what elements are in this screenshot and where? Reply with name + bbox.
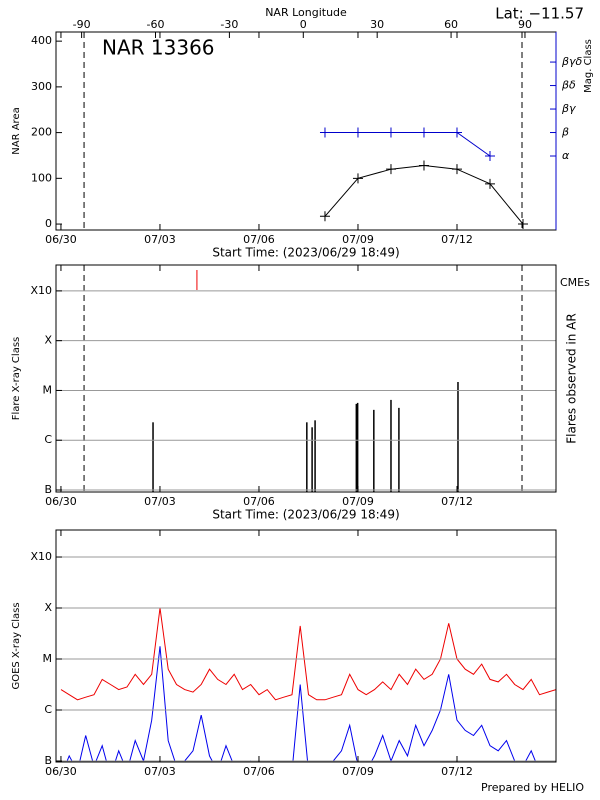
y2-tick-label: βγδ [561,55,583,68]
point-marker [352,173,363,184]
y-tick-label: X [44,334,52,347]
y-axis-label: Flare X-ray Class [11,337,22,421]
y2-tick-label: βγ [561,102,576,115]
x-tick-label: 06/30 [45,765,77,778]
x-tick-label: 07/09 [342,495,374,508]
x-tick-label: 07/03 [144,765,176,778]
point-marker [517,219,528,230]
point-marker [451,127,462,138]
x2-tick-label: -90 [73,18,91,31]
x2-tick-label: -60 [147,18,165,31]
y-axis-label: GOES X-ray Class [11,602,22,689]
x2-tick-label: 0 [300,18,307,31]
x2-tick-label: -30 [220,18,238,31]
y-tick-label: X [44,601,52,614]
y-tick-label: 0 [45,217,52,230]
y2-tick-label: β [561,126,569,139]
y2-tick-label: βδ [561,79,576,92]
series-line [325,132,491,157]
x-tick-label: 07/03 [144,495,176,508]
plot-frame [55,529,557,763]
x-tick-label: 07/12 [441,495,473,508]
y-tick-label: X10 [30,284,52,297]
series-line [66,646,556,762]
x-tick-label: 07/12 [441,765,473,778]
plot-area [83,32,528,230]
x2-tick-label: 90 [518,18,532,31]
point-marker [484,151,495,162]
x-tick-label: 06/30 [45,233,77,246]
plot-area [60,607,556,762]
x-axis-label: Start Time: (2023/06/29 18:49) [212,508,399,522]
plot-frame [55,31,557,231]
x2-tick-label: 60 [444,18,458,31]
y-tick-label: 200 [31,126,52,139]
x2-axis-label: NAR Longitude [265,6,347,19]
x2-tick-label: 30 [370,18,384,31]
y2-axis-label: Mag. Class [583,39,594,93]
point-marker [451,164,462,175]
plot-frame [55,264,557,493]
point-marker [418,127,429,138]
plot-area [83,265,523,492]
y-tick-label: M [43,652,53,665]
point-marker [319,211,330,222]
series-line [60,607,556,701]
point-marker [484,178,495,189]
y2-tick-label: α [562,149,570,162]
y-axis-label: NAR Area [11,107,22,154]
x-axis-label: Start Time: (2023/06/29 18:49) [212,246,399,260]
y-tick-label: 100 [31,171,52,184]
annotation: Lat: −11.57 [495,5,584,23]
y-tick-label: C [44,433,52,446]
x-tick-label: 07/09 [342,765,374,778]
x-tick-label: 07/03 [144,233,176,246]
x-tick-label: 07/12 [441,233,473,246]
y-tick-label: M [43,383,53,396]
chart-title: NAR 13366 [102,36,215,60]
y-tick-label: X10 [30,550,52,563]
x-tick-label: 07/09 [342,233,374,246]
y2-axis-label: Flares observed in AR [565,313,579,443]
x-tick-label: 07/06 [243,495,275,508]
x-tick-label: 06/30 [45,495,77,508]
x-tick-label: 07/06 [243,233,275,246]
y-tick-label: B [44,754,52,767]
y-tick-label: B [44,483,52,496]
series-line [324,164,524,225]
point-marker [319,127,330,138]
x-tick-label: 07/06 [243,765,275,778]
y-tick-label: 300 [31,80,52,93]
point-marker [352,127,363,138]
cme-label: CMEs [560,276,590,289]
point-marker [385,164,396,175]
annotation: Prepared by HELIO [481,781,584,794]
point-marker [385,127,396,138]
point-marker [418,160,429,171]
y-tick-label: C [44,703,52,716]
y-tick-label: 400 [31,34,52,47]
